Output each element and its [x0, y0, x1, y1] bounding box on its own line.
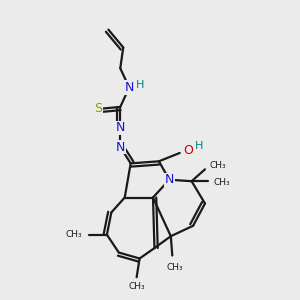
Text: H: H: [136, 80, 145, 90]
Text: N: N: [124, 81, 134, 94]
Text: H: H: [195, 140, 203, 151]
Text: N: N: [165, 173, 174, 186]
Text: CH₃: CH₃: [128, 282, 145, 291]
Text: CH₃: CH₃: [167, 263, 184, 272]
Text: CH₃: CH₃: [213, 178, 230, 187]
Text: N: N: [116, 121, 125, 134]
Text: O: O: [184, 144, 194, 157]
Text: S: S: [94, 103, 102, 116]
Text: N: N: [116, 140, 125, 154]
Text: CH₃: CH₃: [209, 161, 226, 170]
Text: CH₃: CH₃: [65, 230, 82, 239]
